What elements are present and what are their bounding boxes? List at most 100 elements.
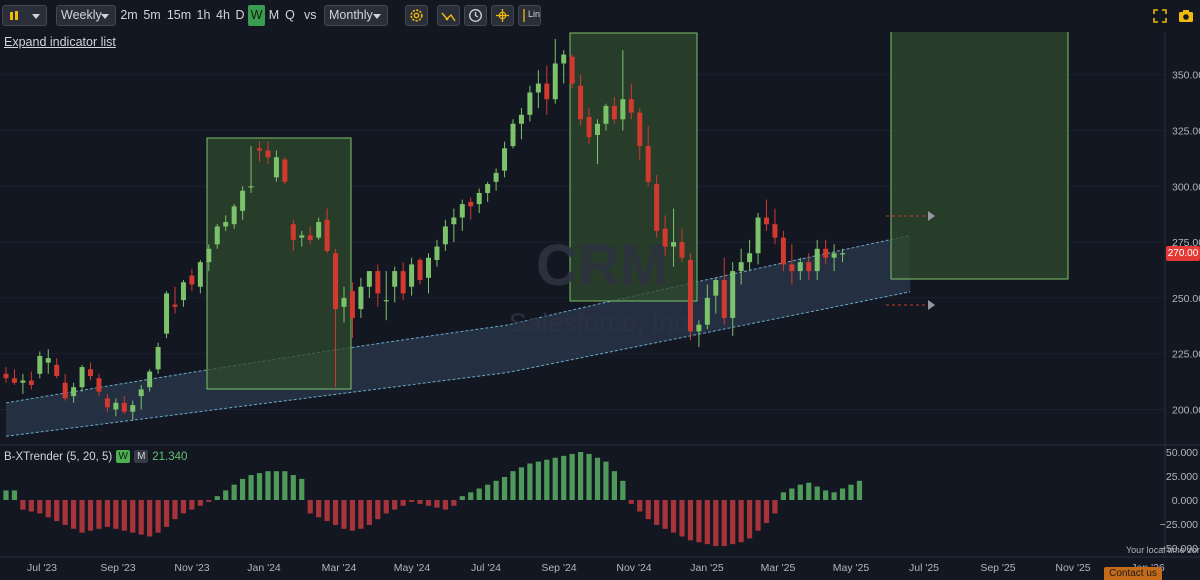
candle [442, 219, 448, 252]
candle-body [485, 184, 491, 193]
histogram-bar [54, 500, 60, 522]
interval-w[interactable]: W [248, 5, 265, 26]
candle-body [569, 56, 575, 84]
candle-body [806, 262, 812, 272]
candle [502, 141, 508, 178]
candle [721, 257, 727, 325]
scale-lin-button[interactable]: Lin [518, 5, 541, 26]
candle [223, 215, 229, 231]
candle [290, 219, 296, 252]
histogram-bar [62, 500, 68, 525]
indicator-tag-w[interactable]: W [116, 450, 131, 463]
candle-body [138, 389, 144, 397]
interval-4h[interactable]: 4h [216, 8, 230, 22]
candle-body [240, 190, 246, 211]
histogram-bar [611, 471, 617, 500]
candle-body [316, 221, 322, 238]
candle-body [11, 378, 17, 383]
candle-body [451, 217, 457, 225]
chart-style-button[interactable] [2, 5, 47, 26]
indicator-histogram [3, 452, 863, 547]
candle [764, 199, 769, 231]
interval-1h[interactable]: 1h [196, 8, 211, 22]
interval-5m[interactable]: 5m [143, 8, 161, 22]
histogram-bar [341, 500, 347, 529]
histogram-bar [214, 496, 220, 500]
interval-2m[interactable]: 2m [120, 8, 138, 22]
compare-select[interactable]: Monthly [324, 5, 388, 26]
interval-15m[interactable]: 15m [166, 8, 192, 22]
candle [392, 266, 398, 303]
candle [358, 277, 364, 318]
histogram-bar [383, 500, 389, 514]
candle-body [510, 123, 516, 147]
candle [180, 280, 186, 307]
interval-select[interactable]: Weekly [56, 5, 116, 26]
candle-body [586, 117, 592, 138]
histogram-bar [113, 500, 119, 529]
candle [493, 168, 499, 191]
highlight-box [569, 32, 698, 302]
interval-select-label: Weekly [61, 8, 102, 22]
candle [88, 362, 93, 381]
indicator-legend: B-XTrender (5, 20, 5) W M 21.340 [4, 450, 187, 463]
interval-q[interactable]: Q [285, 8, 295, 22]
fullscreen-icon[interactable] [1153, 9, 1167, 23]
expand-indicator-link[interactable]: Expand indicator list [4, 35, 116, 49]
histogram-bar [501, 476, 508, 500]
candle [772, 208, 778, 245]
candle [155, 342, 161, 374]
histogram-bar [561, 455, 567, 500]
candle-body [797, 262, 803, 272]
indicator-axis: 50.000 25.000 0.000 −25.000 −50.000 [1160, 447, 1198, 555]
camera-icon[interactable] [1178, 9, 1194, 23]
candle [79, 364, 85, 392]
time-tick-label: Jul '23 [27, 562, 57, 574]
highlight-boxes [206, 29, 1069, 390]
candle-body [518, 114, 524, 124]
indicator-tag-m[interactable]: M [134, 450, 149, 463]
histogram-bar [586, 453, 592, 500]
candlesticks [3, 38, 846, 421]
draw-trend-button[interactable] [437, 5, 460, 26]
histogram-bar [679, 500, 685, 537]
histogram-bar [772, 500, 778, 514]
chevron-down-icon [373, 14, 381, 19]
interval-d[interactable]: D [235, 8, 245, 22]
candle-body [755, 217, 761, 254]
candle [544, 65, 550, 115]
candle [747, 239, 753, 272]
candle-body [273, 157, 279, 178]
interval-m[interactable]: M [268, 8, 280, 22]
top-toolbar: Weekly 2m 5m 15m 1h 4h D W M Q vs Monthl… [0, 0, 1200, 32]
histogram-bar [442, 500, 448, 510]
indicator-value: 21.340 [152, 450, 188, 463]
histogram-bar [138, 500, 144, 535]
indicator-tick-label: 50.000 [1166, 447, 1198, 459]
candle [130, 400, 136, 421]
candle [535, 70, 541, 109]
histogram-bar [155, 500, 161, 533]
price-tick-label: 300.00 [1172, 181, 1200, 193]
histogram-bar [603, 461, 609, 500]
time-tick-label: Jan '25 [690, 562, 724, 574]
indicator-tick-label: 25.000 [1166, 471, 1198, 483]
candle-body [645, 146, 651, 182]
settings-button[interactable] [405, 5, 428, 26]
time-button[interactable] [464, 5, 487, 26]
crosshair-button[interactable] [491, 5, 514, 26]
candle-body [738, 262, 744, 272]
candle [333, 248, 339, 388]
candle-body [113, 402, 119, 410]
histogram-bar [20, 500, 26, 510]
histogram-bar [510, 471, 516, 500]
histogram-bar [332, 500, 339, 525]
histogram-bar [569, 453, 575, 500]
histogram-bar [527, 463, 533, 500]
histogram-bar [814, 486, 820, 500]
histogram-bar [823, 490, 829, 500]
contact-us-button[interactable]: Contact us [1104, 567, 1162, 580]
histogram-bar [163, 500, 170, 527]
candle-body [37, 355, 43, 374]
